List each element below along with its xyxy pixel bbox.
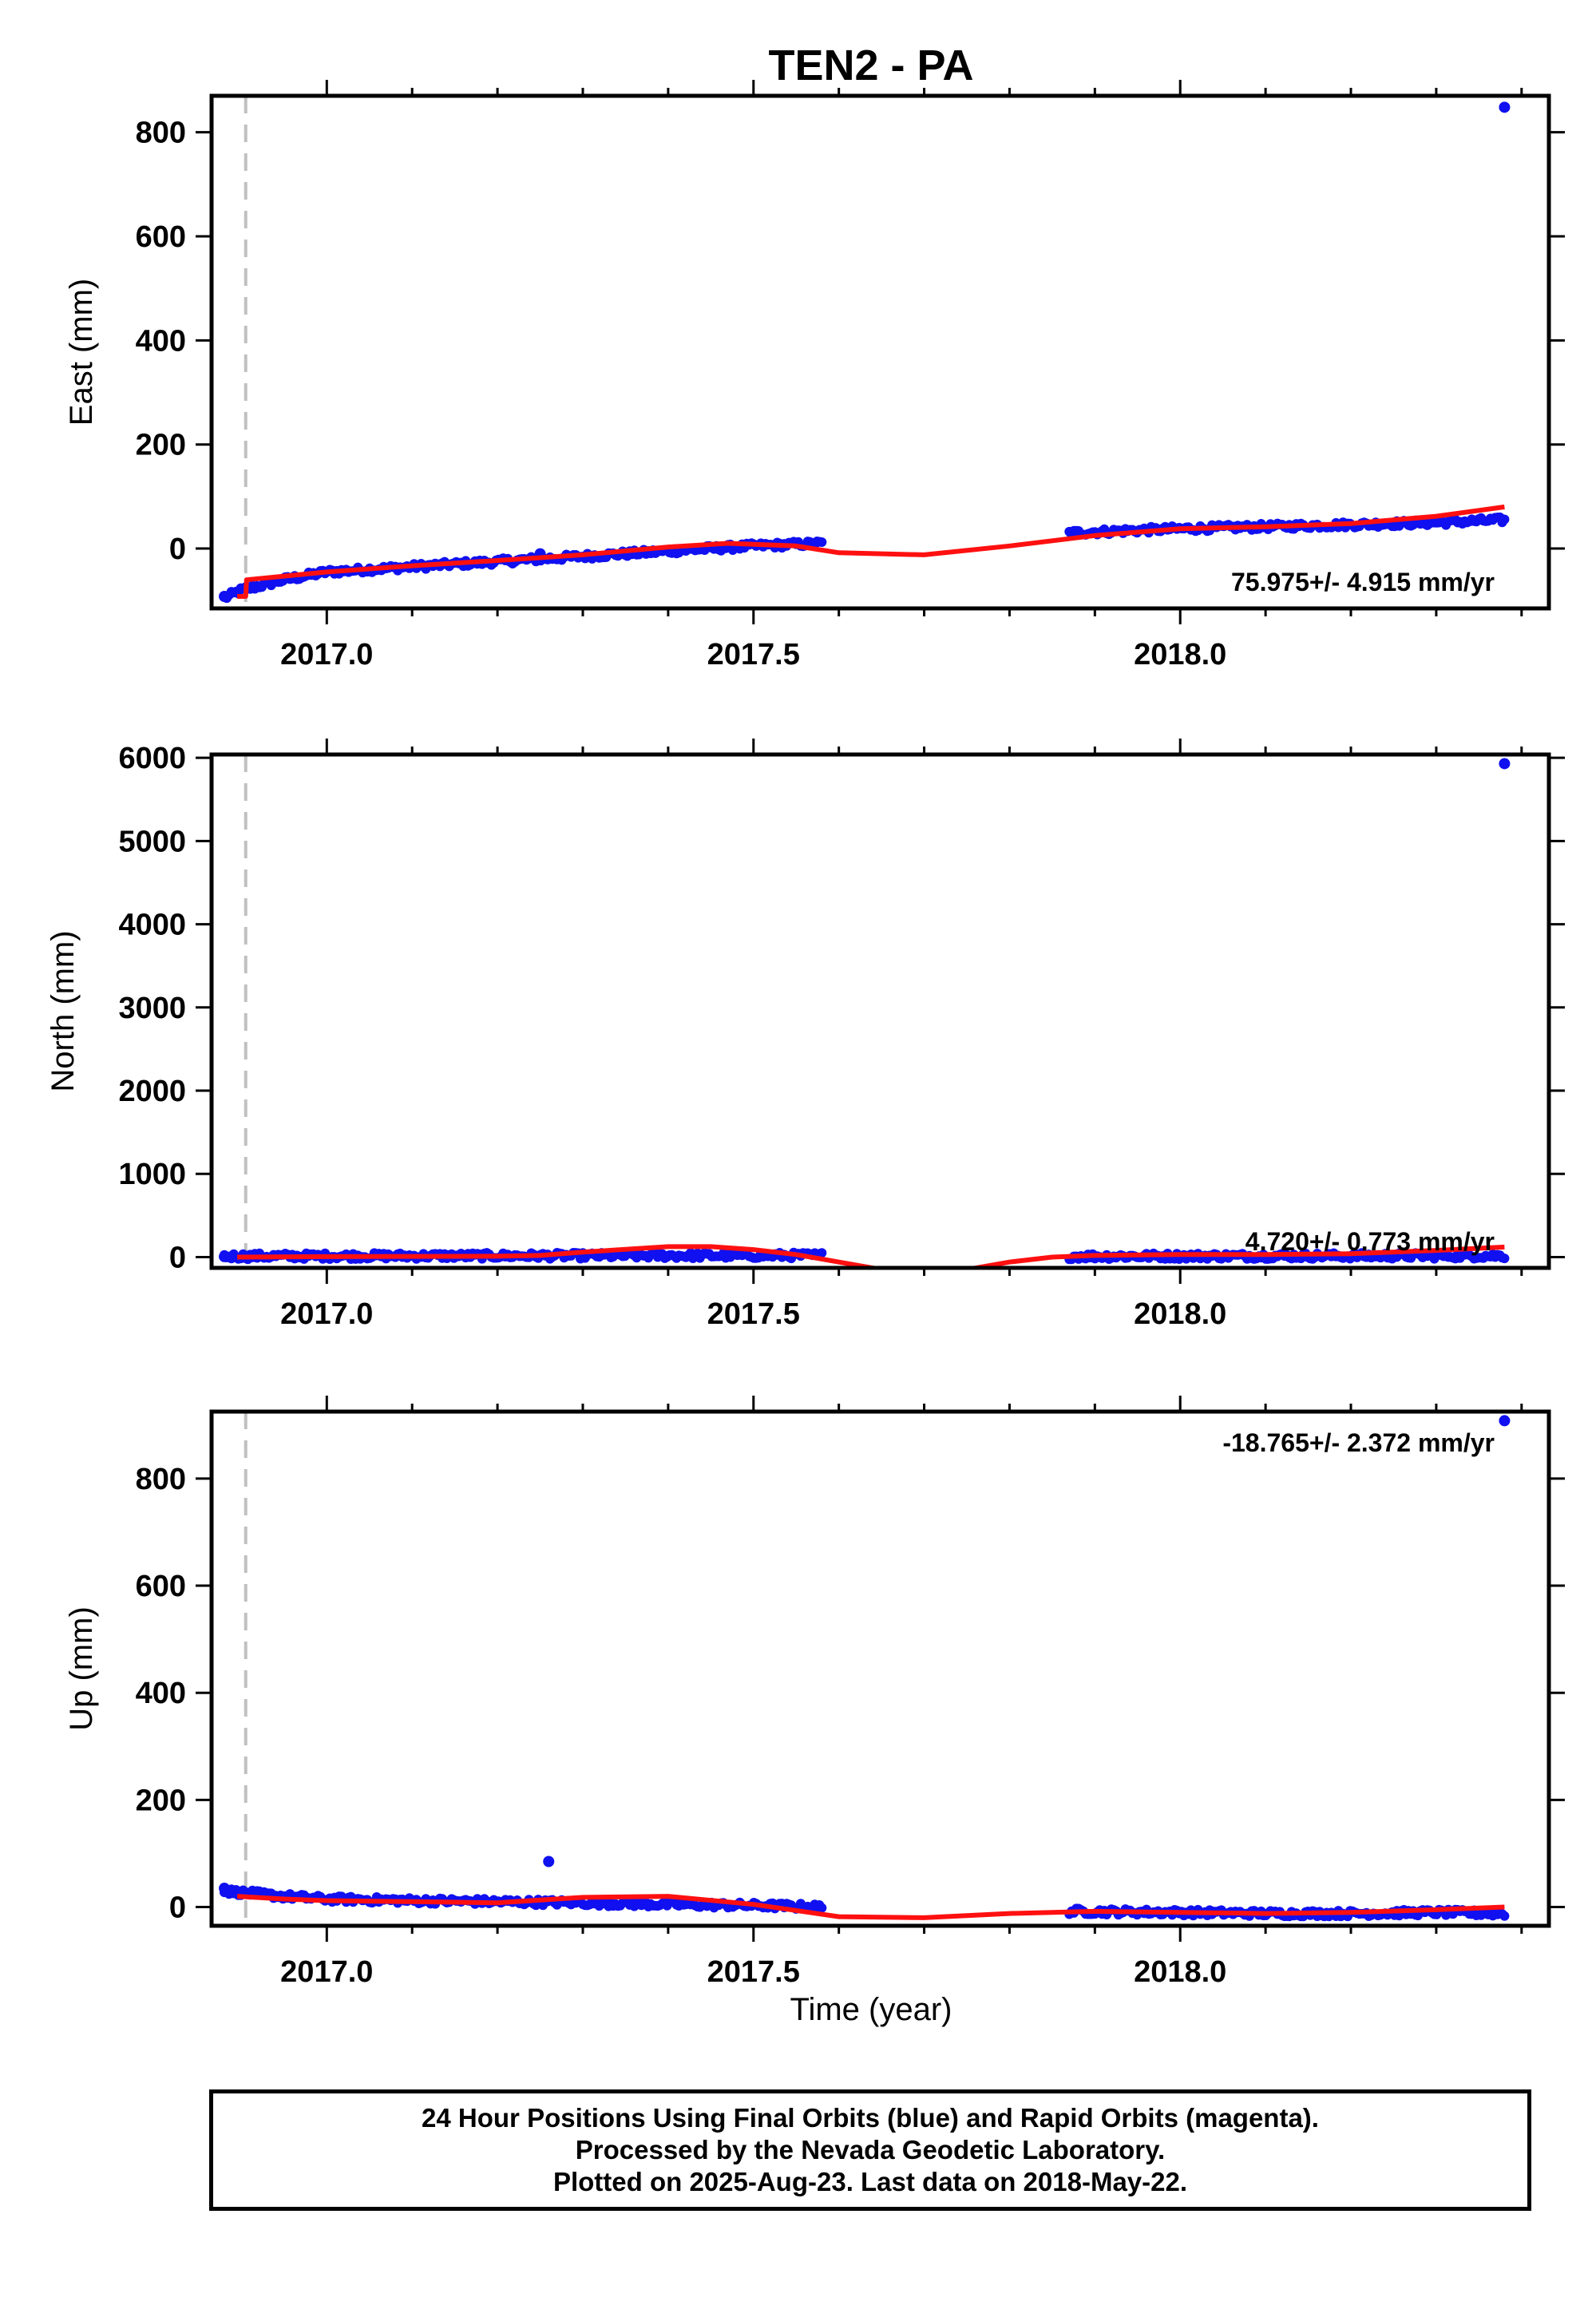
north-y-tick-label: 0	[169, 1241, 186, 1274]
up-data-point	[817, 1903, 827, 1913]
north-y-tick-label: 6000	[118, 742, 186, 775]
up-y-tick-label: 0	[169, 1891, 186, 1925]
north-y-tick-label: 5000	[118, 825, 186, 858]
up-x-tick-label: 2018.0	[1134, 1955, 1226, 1989]
east-x-tick-label: 2017.5	[707, 638, 800, 671]
up-outlier-point	[219, 1883, 231, 1895]
footer-box: 24 Hour Positions Using Final Orbits (bl…	[209, 2089, 1531, 2211]
footer-line-1: 24 Hour Positions Using Final Orbits (bl…	[422, 2103, 1319, 2133]
east-outlier-point	[1499, 101, 1511, 113]
x-axis-title: Time (year)	[790, 1992, 952, 2027]
up-data-point	[1499, 1911, 1510, 1921]
east-outlier-point	[219, 591, 231, 603]
footer-line-3: Plotted on 2025-Aug-23. Last data on 201…	[552, 2167, 1188, 2196]
east-plot-frame	[209, 93, 1551, 611]
up-y-tick-label: 600	[136, 1570, 186, 1603]
north-plot-frame	[209, 752, 1551, 1270]
east-data-point	[817, 537, 827, 547]
up-outlier-point	[543, 1856, 555, 1867]
north-y-axis-title: North (mm)	[46, 930, 81, 1091]
north-outlier-point	[219, 1250, 231, 1262]
up-fit-line	[236, 1894, 1505, 1920]
north-data-point	[1499, 1254, 1510, 1264]
north-data-point	[817, 1248, 827, 1258]
north-x-tick-label: 2018.0	[1134, 1297, 1226, 1331]
up-x-tick-label: 2017.5	[707, 1955, 800, 1989]
up-outlier-point	[1499, 1415, 1511, 1427]
north-y-tick-label: 3000	[118, 992, 186, 1025]
east-y-tick-label: 0	[169, 533, 186, 566]
north-y-tick-label: 2000	[118, 1075, 186, 1108]
up-rate-label: -18.765+/- 2.372 mm/yr	[1222, 1428, 1495, 1457]
north-y-tick-label: 1000	[118, 1158, 186, 1191]
east-fit-line	[237, 504, 1505, 599]
chart-title: TEN2 - PA	[768, 42, 973, 89]
east-data-point	[1499, 514, 1510, 525]
east-rate-label: 75.975+/- 4.915 mm/yr	[1231, 568, 1495, 596]
east-y-tick-label: 800	[136, 117, 186, 150]
up-y-tick-label: 400	[136, 1677, 186, 1710]
east-y-tick-label: 200	[136, 429, 186, 462]
north-y-tick-label: 4000	[118, 909, 186, 942]
north-rate-label: 4.720+/- 0.773 mm/yr	[1246, 1227, 1495, 1256]
up-y-tick-label: 800	[136, 1463, 186, 1496]
east-x-tick-label: 2018.0	[1134, 638, 1226, 671]
up-y-axis-title: Up (mm)	[64, 1606, 99, 1731]
east-x-tick-label: 2017.0	[280, 638, 373, 671]
up-y-tick-label: 200	[136, 1784, 186, 1817]
up-plot-frame	[209, 1409, 1551, 1928]
footer-line-2: Processed by the Nevada Geodetic Laborat…	[575, 2135, 1166, 2165]
up-x-tick-label: 2017.0	[280, 1955, 373, 1989]
east-y-axis-title: East (mm)	[64, 279, 99, 426]
north-x-tick-label: 2017.0	[280, 1297, 373, 1331]
north-fit-line	[237, 1244, 1505, 1268]
north-outlier-point	[1499, 758, 1511, 770]
east-y-tick-label: 400	[136, 324, 186, 358]
east-y-tick-label: 600	[136, 220, 186, 254]
north-x-tick-label: 2017.5	[707, 1297, 800, 1331]
